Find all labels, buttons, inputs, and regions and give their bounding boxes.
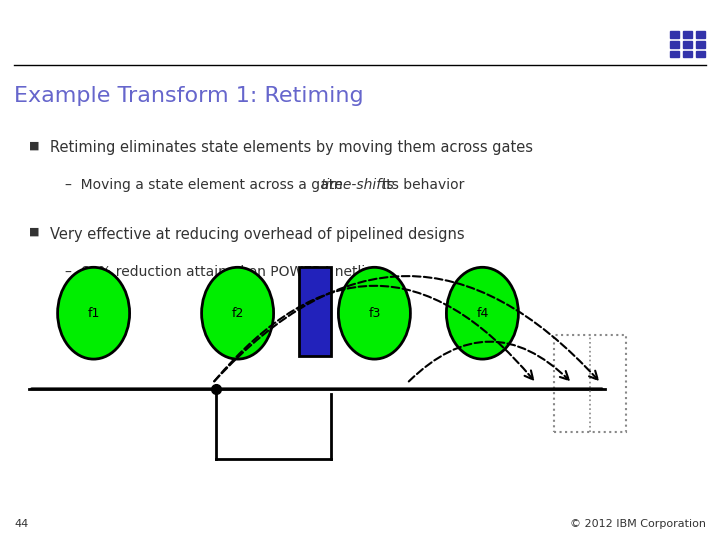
Bar: [696, 41, 705, 48]
Text: © 2012 IBM Corporation: © 2012 IBM Corporation: [570, 519, 706, 529]
Bar: [299, 267, 331, 356]
Text: –  62% reduction attained on POWER4 netlists: – 62% reduction attained on POWER4 netli…: [65, 265, 384, 279]
Text: Example Transform 1: Retiming: Example Transform 1: Retiming: [14, 86, 364, 106]
FancyArrowPatch shape: [214, 286, 533, 381]
Bar: [670, 41, 679, 48]
Bar: [683, 31, 692, 38]
Text: its behavior: its behavior: [378, 178, 464, 192]
FancyArrowPatch shape: [409, 342, 569, 381]
Bar: [696, 31, 705, 38]
Ellipse shape: [202, 267, 274, 359]
Text: time-shifts: time-shifts: [320, 178, 395, 192]
Bar: [683, 51, 692, 57]
Ellipse shape: [446, 267, 518, 359]
Text: f4: f4: [476, 307, 489, 320]
Bar: [696, 51, 705, 57]
Text: f2: f2: [231, 307, 244, 320]
Text: ■: ■: [29, 140, 40, 151]
Bar: [670, 31, 679, 38]
Bar: [670, 51, 679, 57]
Text: –  Moving a state element across a gate: – Moving a state element across a gate: [65, 178, 347, 192]
Text: Retiming eliminates state elements by moving them across gates: Retiming eliminates state elements by mo…: [50, 140, 534, 156]
Text: Very effective at reducing overhead of pipelined designs: Very effective at reducing overhead of p…: [50, 227, 465, 242]
Bar: [683, 41, 692, 48]
FancyArrowPatch shape: [215, 276, 598, 381]
Text: f1: f1: [87, 307, 100, 320]
Ellipse shape: [338, 267, 410, 359]
Bar: [554, 335, 626, 432]
Text: 44: 44: [14, 519, 29, 529]
Text: ■: ■: [29, 227, 40, 237]
Text: f3: f3: [368, 307, 381, 320]
Ellipse shape: [58, 267, 130, 359]
